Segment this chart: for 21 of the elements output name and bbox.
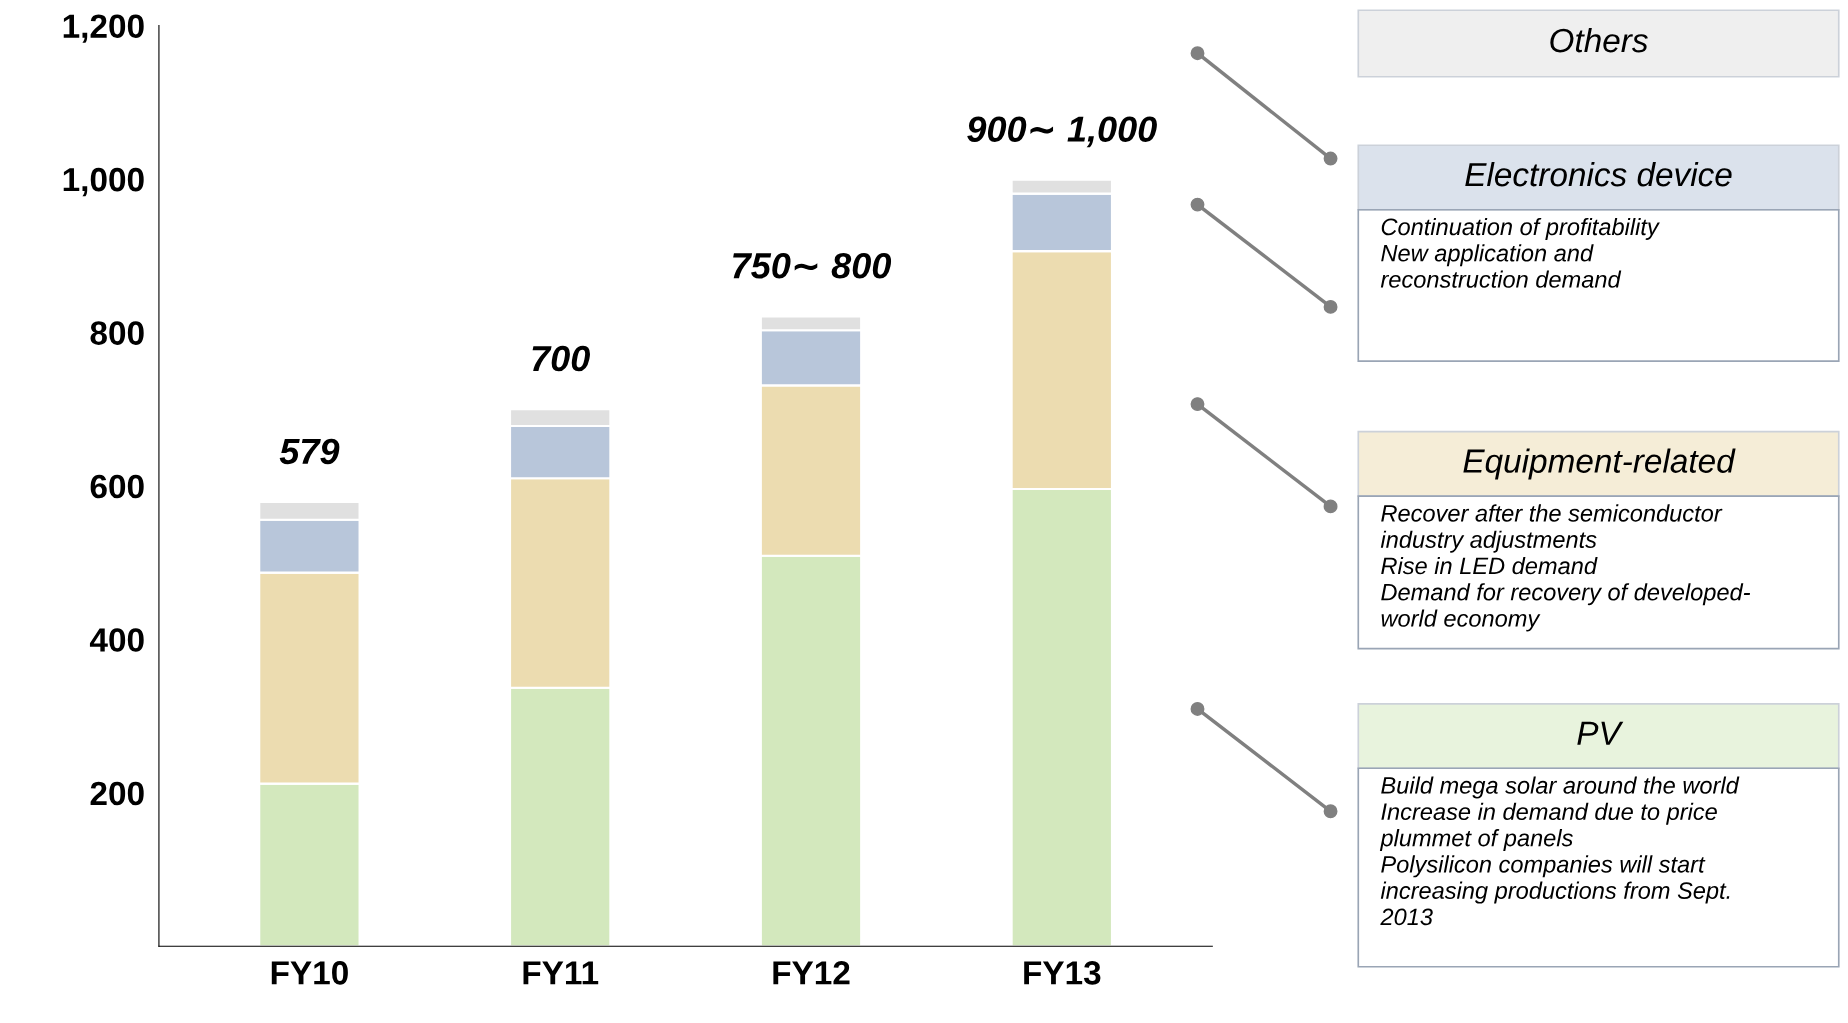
total-label: 700: [532, 345, 590, 372]
x-tick-label: FY11: [523, 961, 599, 985]
y-tick-label: 400: [89, 628, 144, 652]
x-tick-label: FY10: [271, 961, 348, 985]
text: Recover after the semiconductor industry adjustments Rise in LED demand Demand for recovery of developed- world economy: [1380, 504, 1751, 632]
y-tick-label: 600: [90, 474, 144, 499]
y-tick-label: 800: [90, 321, 144, 345]
text: Build mega solar around the world Increase in demand due to price plummet of panels Polysilicon companies will start increasing productions from Sept. 2013: [1379, 776, 1740, 926]
y-tick-label: 1,000: [63, 167, 144, 197]
total-label: 750∼ 800: [733, 252, 892, 279]
y-tick-label: 1,200: [63, 14, 144, 43]
x-tick-label: FY12: [773, 961, 850, 985]
text: Others: [1550, 27, 1648, 53]
total-label: 900∼ 1,000: [967, 116, 1157, 148]
text: Electronics device: [1465, 161, 1732, 187]
y-tick-label: 200: [90, 781, 144, 806]
text: Continuation of profitability New application and reconstruction demand: [1380, 217, 1660, 288]
text: Equipment-related: [1463, 448, 1736, 480]
total-label: 579: [279, 438, 340, 465]
x-tick-label: FY13: [1024, 961, 1101, 985]
text: PV: [1577, 721, 1624, 745]
